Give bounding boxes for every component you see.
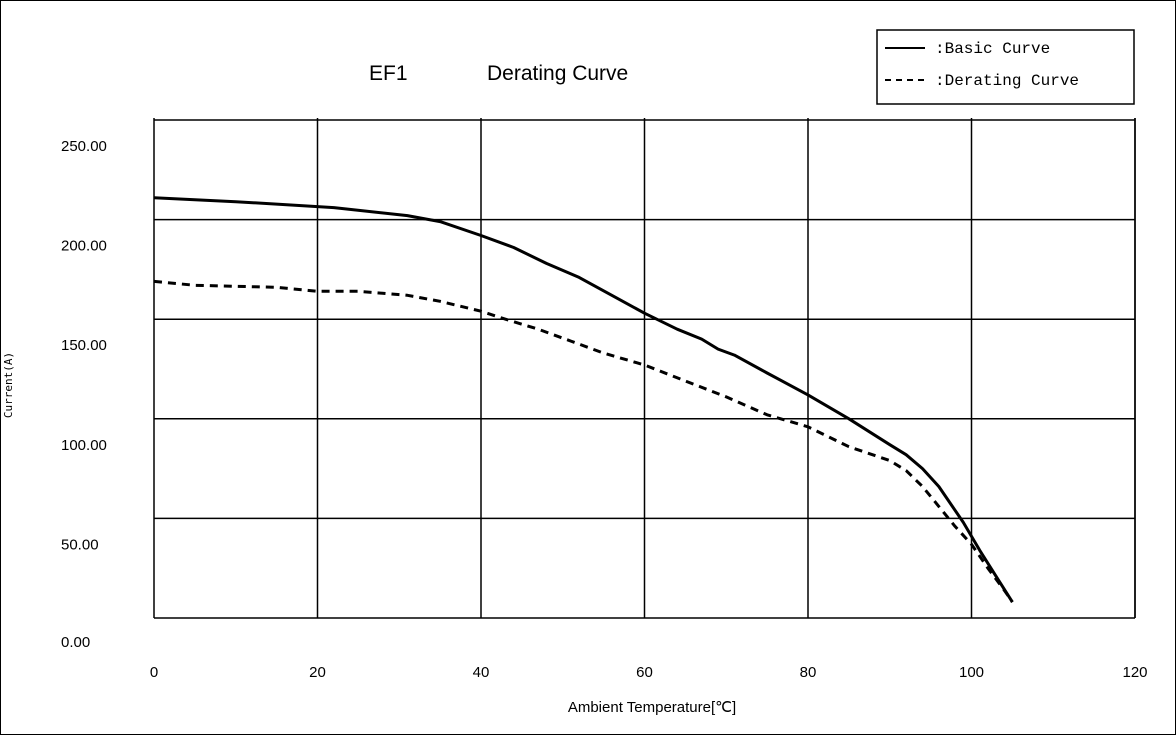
- series-line-basic: [153, 196, 1014, 603]
- legend-label-derating: :Derating Curve: [935, 72, 1079, 90]
- chart-title-name: Derating Curve: [487, 62, 628, 85]
- grid-lines: [154, 118, 1136, 618]
- legend-box: [876, 29, 1135, 105]
- x-tick-label: 80: [800, 664, 817, 681]
- y-tick-label: 50.00: [61, 536, 99, 553]
- y-axis-label: Current(A): [2, 352, 15, 418]
- x-tick-label: 120: [1122, 664, 1147, 681]
- y-tick-label: 200.00: [61, 238, 107, 255]
- y-tick-label: 250.00: [61, 138, 107, 155]
- x-axis-label: Ambient Temperature[℃]: [568, 699, 736, 716]
- y-tick-label: 0.00: [61, 634, 90, 651]
- chart-title-model: EF1: [369, 62, 408, 85]
- x-tick-label: 60: [636, 664, 653, 681]
- x-tick-label: 0: [150, 664, 158, 681]
- series-group: [153, 196, 1014, 603]
- legend-label-basic: :Basic Curve: [935, 40, 1050, 58]
- x-tick-label: 100: [959, 664, 984, 681]
- plot-border-group: [153, 118, 1136, 619]
- y-tick-label: 150.00: [61, 337, 107, 354]
- y-tick-label: 100.00: [61, 437, 107, 454]
- y-tick-labels: 0.00 50.00 100.00 150.00 200.00 250.00: [61, 138, 107, 651]
- x-tick-label: 20: [309, 664, 326, 681]
- x-tick-label: 40: [473, 664, 490, 681]
- x-tick-labels: 0 20 40 60 80 100 120: [150, 664, 1148, 681]
- legend: :Basic Curve :Derating Curve: [876, 29, 1135, 105]
